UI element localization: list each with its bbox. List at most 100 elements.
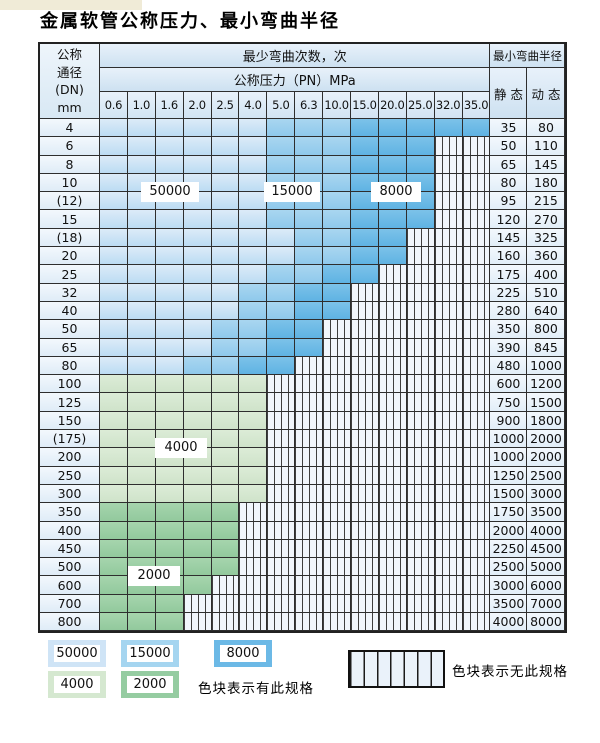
grid-cell-100-5.0 bbox=[267, 375, 296, 394]
grid-cell-8-4.0 bbox=[239, 155, 268, 174]
grid-cell-700-20.0 bbox=[378, 594, 407, 614]
grid-cell-40-1.6 bbox=[155, 301, 184, 321]
grid-cell-65-1.6 bbox=[155, 338, 184, 357]
grid-cell-600-25.0 bbox=[406, 576, 435, 595]
grid-cell-600-5.0 bbox=[267, 576, 296, 595]
legend-label-15000: 15000 bbox=[127, 645, 173, 662]
grid-cell-25-35.0 bbox=[462, 265, 491, 284]
grid-cell-50-4.0 bbox=[239, 320, 268, 339]
grid-cell-400-15.0 bbox=[351, 521, 379, 540]
grid-cell-50-25.0 bbox=[406, 320, 435, 339]
grid-cell-450-4.0 bbox=[239, 539, 268, 559]
dn-label-700: 700 bbox=[40, 594, 100, 614]
grid-cell-12-10.0 bbox=[323, 192, 352, 211]
grid-cell-15-20.0 bbox=[378, 210, 407, 229]
static-value-600: 3000 bbox=[490, 576, 528, 595]
dn-label-25: 25 bbox=[40, 265, 100, 284]
grid-cell-65-15.0 bbox=[351, 338, 379, 357]
grid-cell-50-15.0 bbox=[351, 320, 379, 339]
grid-cell-100-6.3 bbox=[295, 375, 324, 394]
dn-label-80: 80 bbox=[40, 356, 100, 376]
grid-cell-125-35.0 bbox=[462, 393, 491, 412]
grid-cell-8-32.0 bbox=[434, 155, 463, 174]
grid-cell-80-6.3 bbox=[295, 356, 324, 376]
grid-cell-175-4.0 bbox=[239, 430, 268, 449]
dynamic-value-100: 1200 bbox=[527, 375, 566, 394]
grid-cell-250-15.0 bbox=[351, 466, 379, 485]
grid-cell-200-2.5 bbox=[211, 448, 240, 467]
grid-cell-700-10.0 bbox=[323, 594, 352, 614]
grid-cell-80-2.0 bbox=[183, 356, 212, 376]
grid-cell-15-4.0 bbox=[239, 210, 268, 229]
pressure-header-2.5: 2.5 bbox=[211, 92, 240, 119]
grid-cell-25-32.0 bbox=[434, 265, 463, 284]
dn-label-32: 32 bbox=[40, 283, 100, 302]
grid-cell-18-2.5 bbox=[211, 228, 240, 248]
grid-cell-100-25.0 bbox=[406, 375, 435, 394]
grid-cell-175-20.0 bbox=[378, 430, 407, 449]
grid-cell-150-4.0 bbox=[239, 411, 268, 431]
grid-cell-65-1.0 bbox=[127, 338, 156, 357]
label-cycles-15000: 15000 bbox=[264, 182, 320, 202]
grid-cell-125-2.0 bbox=[183, 393, 212, 412]
legend-hatch-swatch bbox=[348, 650, 445, 688]
grid-cell-18-25.0 bbox=[406, 228, 435, 248]
grid-cell-12-32.0 bbox=[434, 192, 463, 211]
grid-cell-32-32.0 bbox=[434, 283, 463, 302]
grid-cell-125-1.0 bbox=[127, 393, 156, 412]
dynamic-value-300: 3000 bbox=[527, 484, 566, 504]
grid-cell-10-10.0 bbox=[323, 173, 352, 193]
grid-cell-350-32.0 bbox=[434, 503, 463, 522]
pressure-header-32.0: 32.0 bbox=[434, 92, 463, 119]
dynamic-value-65: 845 bbox=[527, 338, 566, 357]
grid-cell-80-15.0 bbox=[351, 356, 379, 376]
grid-cell-32-10.0 bbox=[323, 283, 352, 302]
grid-cell-350-2.5 bbox=[211, 503, 240, 522]
grid-cell-150-15.0 bbox=[351, 411, 379, 431]
grid-cell-450-32.0 bbox=[434, 539, 463, 559]
grid-cell-6-25.0 bbox=[406, 137, 435, 156]
grid-cell-100-10.0 bbox=[323, 375, 352, 394]
grid-cell-175-25.0 bbox=[406, 430, 435, 449]
grid-cell-25-6.3 bbox=[295, 265, 324, 284]
grid-cell-15-2.5 bbox=[211, 210, 240, 229]
grid-cell-20-10.0 bbox=[323, 247, 352, 266]
dn-label-65: 65 bbox=[40, 338, 100, 357]
grid-cell-8-1.0 bbox=[127, 155, 156, 174]
dn-label-4: 4 bbox=[40, 119, 100, 138]
static-value-12: 95 bbox=[490, 192, 528, 211]
grid-cell-65-5.0 bbox=[267, 338, 296, 357]
legend-label-2000: 2000 bbox=[127, 676, 173, 693]
grid-cell-350-0.6 bbox=[100, 503, 128, 522]
grid-cell-125-6.3 bbox=[295, 393, 324, 412]
grid-cell-8-35.0 bbox=[462, 155, 491, 174]
grid-cell-250-20.0 bbox=[378, 466, 407, 485]
dn-label-600: 600 bbox=[40, 576, 100, 595]
grid-cell-18-5.0 bbox=[267, 228, 296, 248]
grid-cell-100-2.5 bbox=[211, 375, 240, 394]
dynamic-value-6: 110 bbox=[527, 137, 566, 156]
grid-cell-100-1.6 bbox=[155, 375, 184, 394]
pressure-header-15.0: 15.0 bbox=[351, 92, 379, 119]
grid-cell-65-4.0 bbox=[239, 338, 268, 357]
grid-cell-40-6.3 bbox=[295, 301, 324, 321]
grid-cell-65-2.0 bbox=[183, 338, 212, 357]
grid-cell-500-2.5 bbox=[211, 558, 240, 577]
grid-cell-8-0.6 bbox=[100, 155, 128, 174]
grid-cell-600-2.5 bbox=[211, 576, 240, 595]
dn-label-800: 800 bbox=[40, 613, 100, 632]
grid-cell-175-6.3 bbox=[295, 430, 324, 449]
grid-cell-150-35.0 bbox=[462, 411, 491, 431]
static-value-15: 120 bbox=[490, 210, 528, 229]
grid-cell-500-35.0 bbox=[462, 558, 491, 577]
header-dn-line4: mm bbox=[57, 99, 82, 115]
dynamic-value-40: 640 bbox=[527, 301, 566, 321]
grid-cell-150-6.3 bbox=[295, 411, 324, 431]
grid-cell-50-35.0 bbox=[462, 320, 491, 339]
grid-cell-50-2.5 bbox=[211, 320, 240, 339]
static-value-450: 2250 bbox=[490, 539, 528, 559]
grid-cell-125-20.0 bbox=[378, 393, 407, 412]
grid-cell-15-32.0 bbox=[434, 210, 463, 229]
grid-cell-32-0.6 bbox=[100, 283, 128, 302]
grid-cell-80-5.0 bbox=[267, 356, 296, 376]
